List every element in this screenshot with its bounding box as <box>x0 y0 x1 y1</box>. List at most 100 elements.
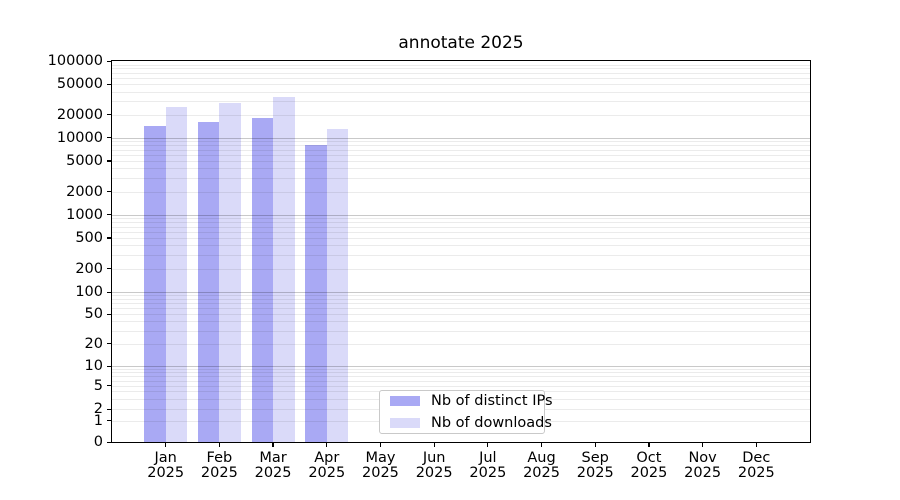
x-tick-month: Oct <box>636 450 662 466</box>
x-tick-year: 2025 <box>415 465 453 481</box>
x-tick-label: Jun 2025 <box>404 451 464 481</box>
y-tick <box>107 237 111 239</box>
minor-gridline <box>112 145 810 147</box>
x-tick-month: Feb <box>206 450 233 466</box>
y-tick <box>107 441 111 443</box>
minor-gridline <box>112 91 810 93</box>
x-tick-month: Jul <box>479 450 497 466</box>
minor-gridline <box>112 380 810 382</box>
y-tick <box>107 160 111 162</box>
bar-jan-distinct-ips <box>144 126 166 442</box>
y-tick-label: 2000 <box>66 183 103 200</box>
x-tick-month: Apr <box>314 450 340 466</box>
minor-gridline <box>112 343 810 345</box>
x-tick <box>540 443 543 447</box>
plot-area: Nb of distinct IPs Nb of downloads <box>111 60 811 443</box>
x-tick <box>594 443 596 447</box>
x-tick-label: Mar 2025 <box>243 451 303 481</box>
y-tick <box>107 83 111 85</box>
x-tick-label: Feb 2025 <box>189 451 249 481</box>
x-tick <box>755 443 757 447</box>
minor-gridline <box>112 68 810 70</box>
legend-label-distinct-ips: Nb of distinct IPs <box>431 393 553 409</box>
y-tick <box>107 343 111 345</box>
x-tick <box>702 443 704 447</box>
minor-gridline <box>112 268 810 270</box>
minor-gridline <box>112 245 810 247</box>
legend-label-downloads: Nb of downloads <box>431 415 552 431</box>
y-tick <box>107 137 111 139</box>
minor-gridline <box>112 177 810 179</box>
x-tick-year: 2025 <box>737 465 775 481</box>
major-gridline <box>112 292 810 293</box>
x-tick <box>648 443 650 447</box>
y-tick-label: 20 <box>84 335 103 352</box>
y-tick-label: 1 <box>93 412 103 429</box>
minor-gridline <box>112 191 810 193</box>
minor-gridline <box>112 160 810 162</box>
major-gridline <box>112 214 810 216</box>
minor-gridline <box>112 314 810 316</box>
y-tick-label: 5 <box>93 377 103 394</box>
minor-gridline <box>112 299 810 301</box>
minor-gridline <box>112 168 810 170</box>
y-tick-label: 20000 <box>56 106 103 123</box>
y-tick <box>107 191 111 193</box>
minor-gridline <box>112 308 810 310</box>
minor-gridline <box>112 78 810 80</box>
bar-feb-distinct-ips <box>197 122 220 442</box>
y-tick <box>107 114 111 116</box>
y-tick <box>107 214 111 216</box>
minor-gridline <box>112 303 810 305</box>
bar-jan-downloads <box>165 107 188 442</box>
legend-swatch-distinct-ips <box>390 396 420 406</box>
x-tick-label: Oct 2025 <box>619 451 679 481</box>
y-tick <box>107 291 111 293</box>
x-tick-year: 2025 <box>254 465 292 481</box>
x-tick <box>379 443 382 447</box>
x-tick-year: 2025 <box>523 465 560 481</box>
x-tick <box>433 443 435 447</box>
legend-swatch-downloads <box>390 418 420 428</box>
y-tick <box>107 408 111 410</box>
minor-gridline <box>112 114 810 116</box>
y-tick-label: 500 <box>75 229 103 246</box>
major-gridline <box>112 137 810 139</box>
minor-gridline <box>112 295 810 297</box>
x-tick-year: 2025 <box>200 465 238 481</box>
x-tick-label: Nov 2025 <box>673 451 733 481</box>
minor-gridline <box>112 141 810 143</box>
minor-gridline <box>112 64 810 66</box>
y-tick-label: 0 <box>93 434 103 450</box>
x-tick <box>487 443 489 447</box>
x-tick-month: Dec <box>742 450 771 466</box>
x-tick-label: Jul 2025 <box>458 451 518 481</box>
x-tick-year: 2025 <box>469 465 507 481</box>
x-tick-month: Jan <box>154 450 177 466</box>
legend: Nb of distinct IPs Nb of downloads <box>379 390 553 434</box>
minor-gridline <box>112 226 810 228</box>
x-tick-month: May <box>365 450 396 466</box>
minor-gridline <box>112 231 810 233</box>
x-tick-label: Aug 2025 <box>512 451 572 481</box>
bar-apr-distinct-ips <box>305 145 327 442</box>
bar-feb-downloads <box>219 103 241 442</box>
x-tick <box>165 443 167 447</box>
y-tick <box>107 385 111 387</box>
y-tick-label: 50 <box>84 306 103 323</box>
x-tick-year: 2025 <box>684 465 722 481</box>
y-tick-label: 10 <box>84 358 103 374</box>
minor-gridline <box>112 84 810 86</box>
y-tick <box>107 420 111 422</box>
major-gridline <box>112 366 810 367</box>
minor-gridline <box>112 222 810 224</box>
y-tick <box>107 313 111 315</box>
x-tick-year: 2025 <box>147 465 185 481</box>
minor-gridline <box>112 218 810 220</box>
minor-gridline <box>112 255 810 257</box>
x-tick-month: Sep <box>581 450 609 466</box>
minor-gridline <box>112 101 810 103</box>
y-tick-label: 100 <box>75 284 103 300</box>
y-tick <box>107 365 111 367</box>
x-tick-month: Nov <box>688 450 717 466</box>
